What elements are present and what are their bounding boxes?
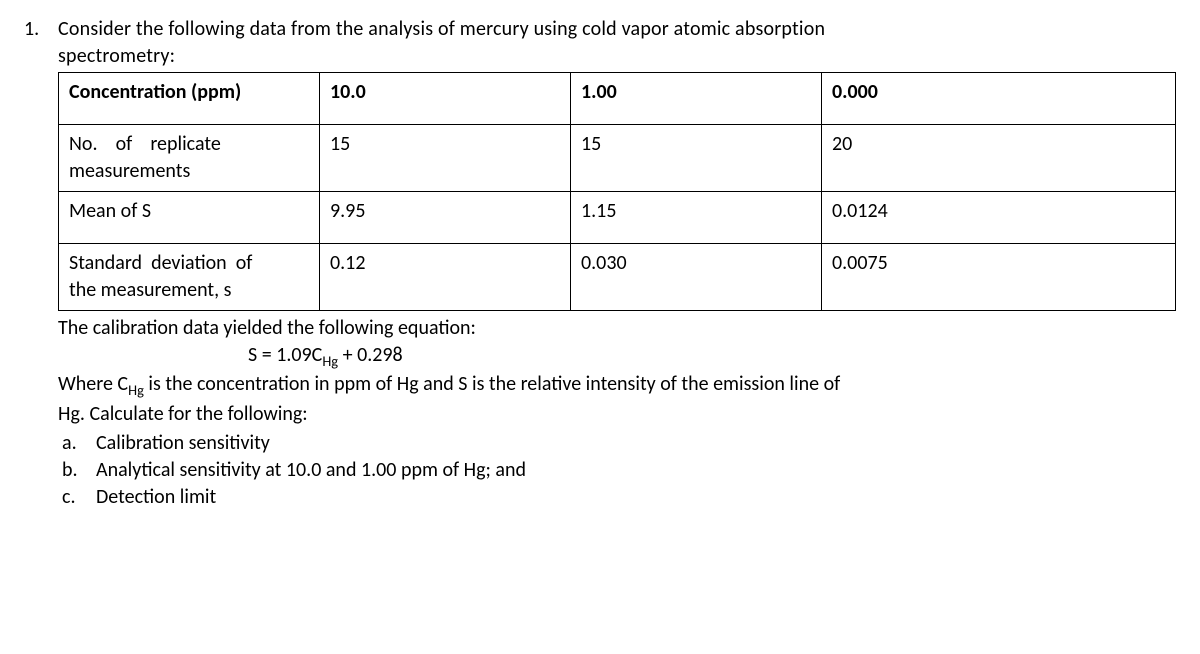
- question-number: 1.: [24, 16, 58, 43]
- table-cell: 1.00: [571, 73, 822, 125]
- sub-question: a.Calibration sensitivity: [58, 430, 1176, 457]
- sub-letter: b.: [58, 457, 96, 484]
- table-row-label: Concentration (ppm): [59, 73, 320, 125]
- sub-text: Detection limit: [96, 484, 216, 511]
- intro-line-2: spectrometry:: [58, 43, 1176, 70]
- question-block: 1. Consider the following data from the …: [24, 16, 1176, 511]
- table-cell: 0.0075: [822, 244, 1176, 311]
- sub-questions: a.Calibration sensitivityb.Analytical se…: [58, 430, 1176, 511]
- where-prefix: Where C: [58, 372, 128, 396]
- sub-letter: c.: [58, 484, 96, 511]
- table-cell: 9.95: [320, 192, 571, 244]
- table-cell: 15: [571, 125, 822, 192]
- sub-question: b.Analytical sensitivity at 10.0 and 1.0…: [58, 457, 1176, 484]
- sub-text: Calibration sensitivity: [96, 430, 270, 457]
- eq-subscript: Hg: [322, 352, 338, 370]
- table-cell: 0.12: [320, 244, 571, 311]
- table-cell: 0.0124: [822, 192, 1176, 244]
- sub-question: c.Detection limit: [58, 484, 1176, 511]
- post-table-line: The calibration data yielded the followi…: [58, 315, 1176, 342]
- table-cell: 20: [822, 125, 1176, 192]
- eq-prefix: S = 1.09C: [248, 343, 322, 367]
- table-cell: 10.0: [320, 73, 571, 125]
- where-line-2: Hg. Calculate for the following:: [58, 401, 1176, 428]
- table-row-label: No. of replicatemeasurements: [59, 125, 320, 192]
- eq-suffix: + 0.298: [338, 343, 403, 367]
- table-row-label: Standard deviation ofthe measurement, s: [59, 244, 320, 311]
- intro-line-1: Consider the following data from the ana…: [58, 16, 1176, 43]
- sub-letter: a.: [58, 430, 96, 457]
- table-cell: 0.000: [822, 73, 1176, 125]
- where-mid: is the concentration in ppm of Hg and S …: [144, 372, 840, 396]
- where-line-1: Where CHg is the concentration in ppm of…: [58, 371, 1176, 400]
- table-cell: 1.15: [571, 192, 822, 244]
- calibration-equation: S = 1.09CHg + 0.298: [58, 342, 1176, 371]
- table-row-label: Mean of S: [59, 192, 320, 244]
- table-cell: 0.030: [571, 244, 822, 311]
- question-body: Consider the following data from the ana…: [58, 16, 1176, 511]
- sub-text: Analytical sensitivity at 10.0 and 1.00 …: [96, 457, 526, 484]
- where-subscript: Hg: [128, 381, 144, 399]
- data-table: Concentration (ppm)10.01.000.000 No. of r…: [58, 72, 1176, 311]
- table-cell: 15: [320, 125, 571, 192]
